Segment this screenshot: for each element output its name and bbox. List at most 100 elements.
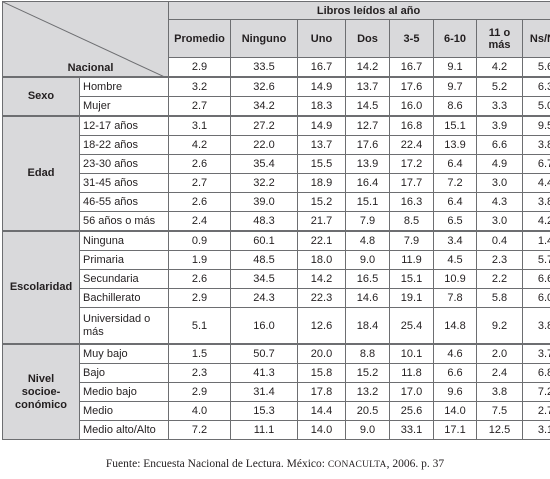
value-cell: 18.0 (297, 250, 346, 270)
category-label: 31-45 años (79, 173, 169, 193)
table-row: Escolaridad Ninguna 0.9 60.1 22.1 4.8 7.9 3.4 0.… (2, 230, 550, 345)
value-cell: 12.5 (476, 420, 523, 440)
value-cell: 35.4 (230, 154, 298, 174)
value-cell: 14.8 (433, 307, 477, 345)
value-cell: 16.0 (230, 307, 298, 345)
value-cell: 13.2 (345, 382, 390, 402)
value-cell: 2.0 (476, 343, 523, 364)
value-cell: 14.6 (345, 288, 390, 308)
value-cell: 5.1 (168, 307, 231, 345)
value-cell: 20.5 (345, 401, 390, 421)
value-cell: 3.8 (521, 135, 550, 155)
value-cell: 2.4 (168, 211, 231, 232)
value-cell: 14.4 (297, 401, 346, 421)
value-cell: 9.0 (345, 250, 390, 270)
category-label: Hombre (79, 76, 169, 97)
value-cell: 7.9 (389, 230, 434, 251)
value-cell: 14.0 (433, 401, 477, 421)
value-cell: 8.8 (345, 343, 390, 364)
value-cell: 10.1 (389, 343, 434, 364)
footnote-date: , 2006. p. 37 (386, 458, 445, 470)
value-cell: 11.1 (230, 420, 298, 440)
value-cell: 3.8 (476, 382, 523, 402)
value-cell: 4.2 (168, 135, 231, 155)
column-header: Dos (345, 19, 390, 58)
value-cell: 6.4 (433, 192, 477, 212)
value-cell: 11.9 (389, 250, 434, 270)
value-cell: 7.2 (168, 420, 231, 440)
value-cell: 17.2 (389, 154, 434, 174)
reading-statistics-table: Nacional Libros leídos al año Promedio Ni… (2, 1, 550, 440)
value-cell: 18.9 (297, 173, 346, 193)
value-cell: 22.3 (297, 288, 346, 308)
value-cell: 22.4 (389, 135, 434, 155)
value-cell: 32.6 (230, 76, 298, 97)
value-cell: 25.6 (389, 401, 434, 421)
value-cell: 0.4 (476, 230, 523, 251)
value-cell: 3.8 (521, 307, 550, 345)
category-label: Universidad o más (79, 307, 169, 345)
value-cell: 10.9 (433, 269, 477, 289)
value-cell: 2.6 (168, 269, 231, 289)
nacional-value-cell: 33.5 (230, 57, 298, 78)
value-cell: 14.5 (345, 96, 390, 117)
value-cell: 25.4 (389, 307, 434, 345)
category-label: Secundaria (79, 269, 169, 289)
nacional-value-cell: 5.6 (521, 57, 550, 78)
value-cell: 24.3 (230, 288, 298, 308)
category-label: Muy bajo (79, 343, 169, 364)
value-cell: 2.6 (168, 192, 231, 212)
value-cell: 9.0 (345, 420, 390, 440)
value-cell: 3.2 (168, 76, 231, 97)
value-cell: 3.0 (476, 211, 523, 232)
group-label: Sexo (2, 76, 80, 117)
column-header: Ns/Nc (521, 19, 550, 58)
table-row: Universidad o más 5.1 16.0 12.6 18.4 25.4 14.8… (3, 307, 550, 345)
nacional-value-cell: 16.7 (297, 57, 346, 78)
value-cell: 39.0 (230, 192, 298, 212)
value-cell: 4.5 (433, 250, 477, 270)
value-cell: 4.4 (521, 173, 550, 193)
value-cell: 34.5 (230, 269, 298, 289)
value-cell: 9.2 (476, 307, 523, 345)
value-cell: 6.7 (521, 154, 550, 174)
value-cell: 4.0 (168, 401, 231, 421)
value-cell: 14.9 (297, 76, 346, 97)
value-cell: 15.1 (433, 115, 477, 136)
nacional-value-cell: 2.9 (168, 57, 231, 78)
value-cell: 15.1 (389, 269, 434, 289)
table-row: Nivel socioe-conómico Muy bajo 1.5 50.7 20.0 8… (2, 343, 550, 440)
category-label: 56 años o más (79, 211, 169, 232)
value-cell: 7.2 (521, 382, 550, 402)
value-cell: 2.9 (168, 382, 231, 402)
category-label: Ninguna (79, 230, 169, 251)
value-cell: 3.3 (476, 96, 523, 117)
value-cell: 15.2 (297, 192, 346, 212)
value-cell: 6.4 (433, 154, 477, 174)
value-cell: 9.6 (433, 382, 477, 402)
value-cell: 8.5 (389, 211, 434, 232)
footnote-organization: CONACULTA (327, 460, 387, 470)
nacional-value-cell: 14.2 (345, 57, 390, 78)
value-cell: 3.8 (521, 192, 550, 212)
value-cell: 17.0 (389, 382, 434, 402)
value-cell: 41.3 (230, 363, 298, 383)
value-cell: 4.2 (521, 211, 550, 232)
value-cell: 14.9 (297, 115, 346, 136)
category-label: Bajo (79, 363, 169, 383)
value-cell: 2.7 (521, 401, 550, 421)
value-cell: 3.0 (476, 173, 523, 193)
table-row: Medio alto/Alto 7.2 11.1 14.0 9.0 33.1 17.1 12.… (3, 420, 550, 440)
diagonal-divider (3, 2, 164, 77)
value-cell: 0.9 (168, 230, 231, 251)
value-cell: 2.7 (168, 96, 231, 117)
value-cell: 4.9 (476, 154, 523, 174)
